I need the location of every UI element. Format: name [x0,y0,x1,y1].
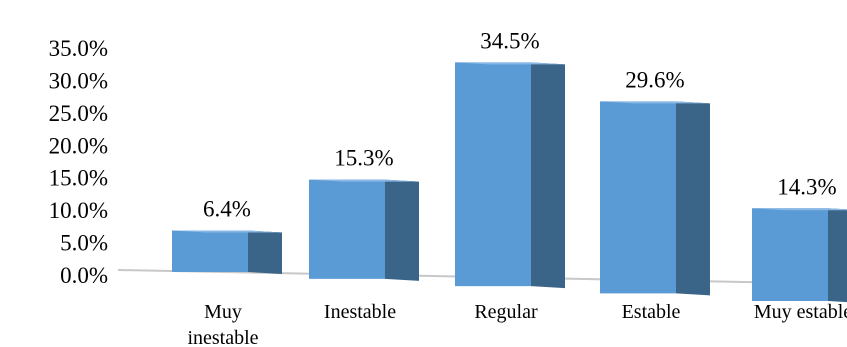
y-tick-label: 0.0% [60,263,108,288]
y-axis: 0.0% 5.0% 10.0% 15.0% 20.0% 25.0% 30.0% 35.0% [49,36,108,288]
category-label: Inestable [324,301,396,323]
y-tick-label: 30.0% [49,68,108,93]
bar-top [172,230,282,233]
y-tick-label: 35.0% [49,36,108,61]
data-label: 6.4% [203,196,251,221]
data-label: 14.3% [777,174,836,199]
bar-front [309,179,385,279]
bar-side [676,101,710,296]
y-tick-label: 15.0% [49,166,108,191]
bar [172,230,282,274]
bar-top [309,179,419,182]
y-tick-label: 10.0% [49,198,108,223]
data-label: 29.6% [625,67,684,92]
bar-top [600,101,710,104]
bar-top [752,208,847,211]
bar-side [385,179,419,281]
bar [600,101,710,296]
bar [752,208,847,303]
y-tick-label: 20.0% [49,133,108,158]
bar-front [172,230,248,272]
y-tick-label: 25.0% [49,101,108,126]
bar-front [752,208,828,301]
category-label: Muy estable [754,301,847,323]
category-label: Muy inestable [187,301,258,347]
bar-top [455,62,565,65]
bar-side [531,62,565,289]
bar-front [600,101,676,294]
bar [455,62,565,289]
category-label: Estable [622,301,681,323]
bar [309,179,419,281]
data-labels: 6.4% 15.3% 34.5% 29.6% 14.3% [203,28,837,221]
data-label: 15.3% [334,146,393,171]
bar-front [455,62,531,287]
bars [172,62,847,303]
x-axis: Muy inestable Inestable Regular Estable Muy e… [187,301,847,347]
bar-side [828,208,847,303]
category-label: Regular [474,301,538,323]
bar-side [248,230,282,274]
data-label: 34.5% [480,28,539,53]
y-tick-label: 5.0% [60,231,108,256]
